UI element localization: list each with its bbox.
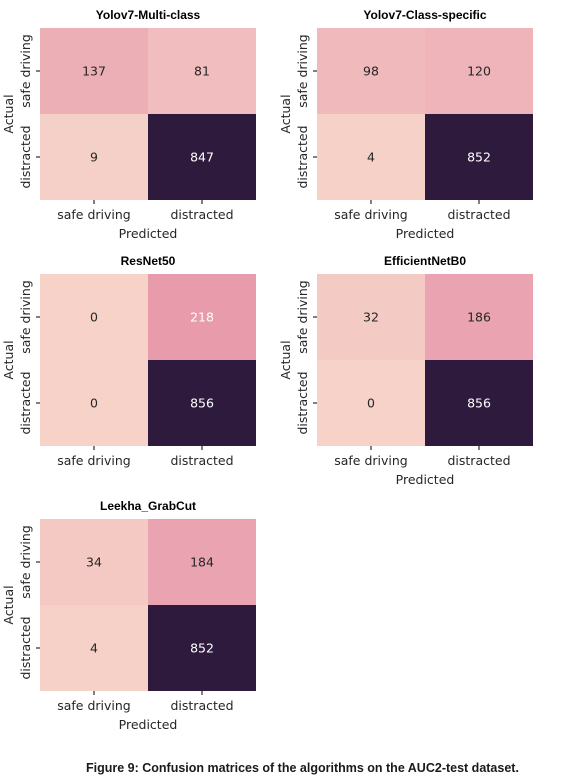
heatmap-cell	[425, 360, 533, 446]
y-tick-label: safe driving	[295, 280, 310, 354]
heatmap-cell	[148, 274, 256, 360]
heatmap-cell	[40, 360, 148, 446]
y-tick-label: safe driving	[295, 34, 310, 108]
heatmap-cell	[317, 274, 425, 360]
heatmap-panel-1: Yolov7-Multi-class 137 81 9 847 safe driving d…	[1, 8, 256, 241]
heatmap-cell	[317, 28, 425, 114]
y-axis-label: Actual	[1, 585, 16, 624]
cell-value-label: 98	[363, 64, 379, 79]
cell-value-label: 120	[467, 64, 491, 79]
heatmap-cell	[40, 114, 148, 200]
y-axis-label: Actual	[278, 94, 293, 133]
x-tick-label: distracted	[447, 453, 510, 468]
y-tick-label: distracted	[18, 371, 33, 434]
x-axis-label: Predicted	[119, 717, 178, 732]
y-axis-label: Actual	[278, 340, 293, 379]
heatmap-cell	[317, 360, 425, 446]
heatmap-cell	[148, 114, 256, 200]
x-tick-label: distracted	[170, 207, 233, 222]
x-tick-label: safe driving	[334, 453, 408, 468]
y-tick-label: safe driving	[18, 525, 33, 599]
cell-value-label: 856	[467, 396, 491, 411]
cell-value-label: 4	[90, 641, 98, 656]
heatmap-cell	[40, 28, 148, 114]
cell-value-label: 847	[190, 150, 214, 165]
cell-value-label: 34	[86, 555, 102, 570]
heatmap-cell	[148, 28, 256, 114]
heatmap-cell	[40, 605, 148, 691]
y-tick-label: distracted	[295, 371, 310, 434]
heatmap-cell	[148, 605, 256, 691]
cell-value-label: 218	[190, 310, 214, 325]
cell-value-label: 137	[82, 64, 106, 79]
panel-title: Yolov7-Multi-class	[96, 8, 201, 22]
cell-value-label: 856	[190, 396, 214, 411]
cell-value-label: 186	[467, 310, 491, 325]
cell-value-label: 0	[367, 396, 375, 411]
panel-title: Yolov7-Class-specific	[363, 8, 486, 22]
cell-value-label: 4	[367, 150, 375, 165]
x-tick-label: distracted	[447, 207, 510, 222]
x-tick-label: distracted	[170, 698, 233, 713]
y-tick-label: distracted	[18, 616, 33, 679]
cell-value-label: 852	[190, 641, 214, 656]
y-tick-label: distracted	[18, 125, 33, 188]
cell-value-label: 81	[194, 64, 210, 79]
heatmap-cell	[425, 114, 533, 200]
y-tick-label: safe driving	[18, 34, 33, 108]
x-tick-label: safe driving	[334, 207, 408, 222]
cell-value-label: 0	[90, 396, 98, 411]
x-tick-label: distracted	[170, 453, 233, 468]
x-axis-label: Predicted	[396, 472, 455, 487]
y-axis-label: Actual	[1, 340, 16, 379]
y-tick-label: distracted	[295, 125, 310, 188]
panel-title: EfficientNetB0	[384, 254, 466, 268]
cell-value-label: 184	[190, 555, 214, 570]
heatmap-panel-2: Yolov7-Class-specific 98 120 4 852 safe drivi…	[278, 8, 533, 241]
heatmap-panel-4: EfficientNetB0 32 186 0 856 safe driving distr…	[278, 254, 533, 487]
heatmap-cell	[40, 519, 148, 605]
cell-value-label: 0	[90, 310, 98, 325]
y-axis-label: Actual	[1, 94, 16, 133]
panel-title: ResNet50	[121, 254, 176, 268]
x-tick-label: safe driving	[57, 207, 131, 222]
heatmap-panel-5: Leekha_GrabCut 34 184 4 852 safe driving distr…	[1, 499, 256, 732]
y-tick-label: safe driving	[18, 280, 33, 354]
heatmap-cell	[425, 28, 533, 114]
cell-value-label: 9	[90, 150, 98, 165]
panel-title: Leekha_GrabCut	[100, 499, 196, 513]
heatmap-cell	[40, 274, 148, 360]
x-tick-label: safe driving	[57, 698, 131, 713]
cell-value-label: 32	[363, 310, 379, 325]
x-tick-label: safe driving	[57, 453, 131, 468]
heatmap-cell	[148, 360, 256, 446]
cell-value-label: 852	[467, 150, 491, 165]
heatmap-cell	[317, 114, 425, 200]
heatmap-cell	[425, 274, 533, 360]
x-axis-label: Predicted	[119, 226, 178, 241]
heatmap-cell	[148, 519, 256, 605]
figure-caption: Figure 9: Confusion matrices of the algo…	[86, 761, 519, 775]
heatmap-panel-3: ResNet50 0 218 0 856 safe driving distracted sa…	[1, 254, 256, 468]
x-axis-label: Predicted	[396, 226, 455, 241]
